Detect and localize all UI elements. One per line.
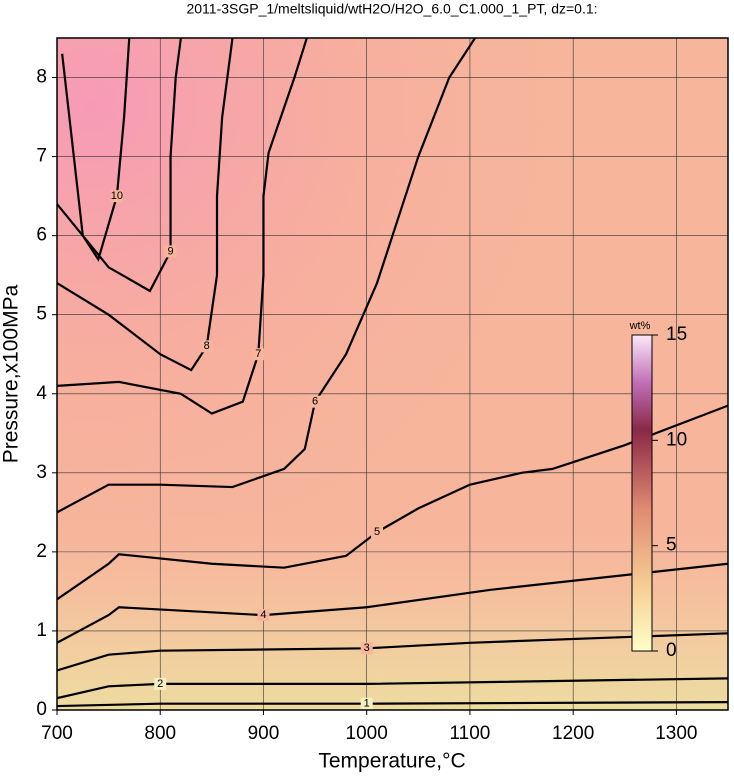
contour-label-bg <box>360 697 373 710</box>
x-tick-label: 1200 <box>552 723 594 744</box>
y-tick-label: 1 <box>36 620 47 641</box>
contour-label: 10 <box>111 190 123 202</box>
contour-label: 4 <box>260 609 266 621</box>
contour-label-bg <box>371 526 384 539</box>
contour-label-bg <box>257 609 270 622</box>
plot-frame <box>56 37 729 711</box>
x-tick-label: 800 <box>144 723 176 744</box>
y-tick-label: 0 <box>36 699 47 720</box>
chart-title: 2011-3SGP_1/meltsliquid/wtH2O/H2O_6.0_C1… <box>186 1 597 17</box>
contour-label: 6 <box>312 396 318 408</box>
plot-shading <box>57 38 728 710</box>
contour-label: 1 <box>364 698 370 710</box>
colorbar-label: wt% <box>629 320 651 332</box>
x-tick-label: 900 <box>248 723 280 744</box>
x-tick-label: 1300 <box>655 723 697 744</box>
x-tick-label: 700 <box>41 723 73 744</box>
y-tick-label: 7 <box>36 146 47 167</box>
contour-line <box>61 38 131 262</box>
y-tick-label: 2 <box>36 541 47 562</box>
y-tick-label: 4 <box>36 383 47 404</box>
colorbar-tick-label: 0 <box>666 640 677 661</box>
contour-label-bg <box>309 395 322 408</box>
x-tick-label: 1000 <box>346 723 388 744</box>
contour-label: 3 <box>364 642 370 654</box>
colorbar-tick-label: 15 <box>666 324 687 345</box>
y-axis-label: Pressure,x100MPa <box>0 284 23 463</box>
x-axis-label: Temperature,°C <box>318 750 465 773</box>
contour-label-bg <box>164 245 177 258</box>
contour-line <box>57 700 728 708</box>
contour-label-bg <box>154 677 167 690</box>
contour-line <box>57 632 728 672</box>
contour-label: 8 <box>204 340 210 352</box>
y-tick-label: 3 <box>36 462 47 483</box>
y-tick-label: 8 <box>36 67 47 88</box>
y-tick-label: 6 <box>36 225 47 246</box>
contour-label: 9 <box>167 245 173 257</box>
contour-label: 5 <box>374 526 380 538</box>
y-tick-label: 5 <box>36 304 47 325</box>
x-tick-label: 1100 <box>449 723 490 744</box>
colorbar-tick-label: 10 <box>666 429 687 450</box>
colorbar <box>631 334 653 652</box>
contour-label: 7 <box>255 348 261 360</box>
colorbar-tick-label: 5 <box>666 535 677 556</box>
contour-label-bg <box>200 340 213 353</box>
contour-label-bg <box>110 190 123 203</box>
contour-label-bg <box>252 348 265 361</box>
contour-label-bg <box>360 642 373 655</box>
contour-label: 2 <box>157 678 163 690</box>
